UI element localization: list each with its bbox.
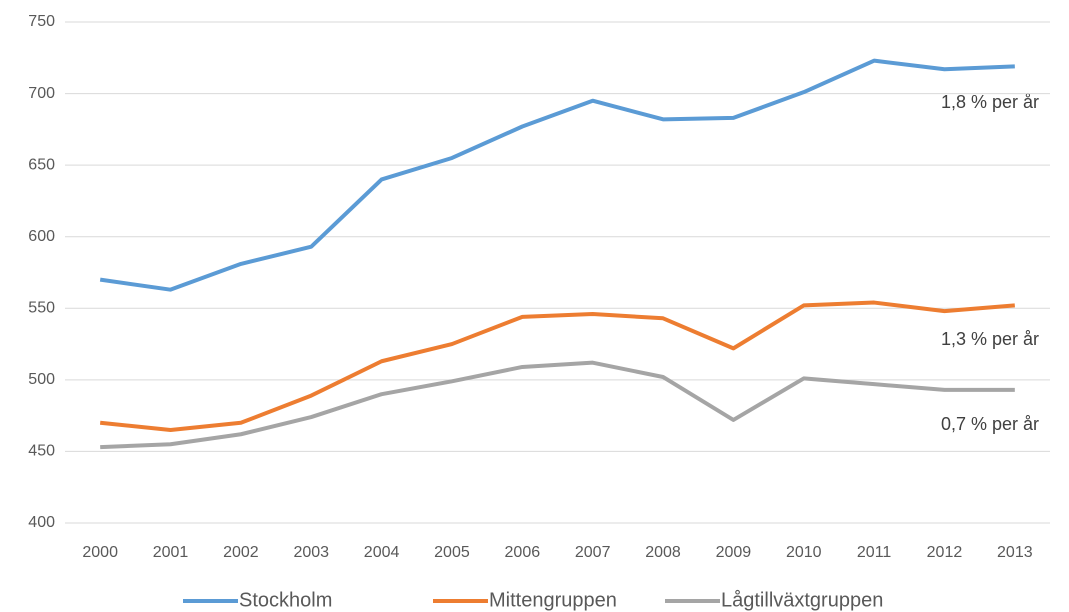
x-tick-label: 2011 (857, 544, 892, 561)
legend-label: Lågtillväxtgruppen (721, 589, 883, 611)
x-tick-label: 2010 (786, 544, 822, 561)
y-tick-label: 450 (28, 443, 55, 460)
y-tick-label: 550 (28, 300, 55, 317)
x-tick-label: 2002 (223, 544, 259, 561)
x-tick-label: 2013 (997, 544, 1033, 561)
x-tick-label: 2007 (575, 544, 611, 561)
x-tick-label: 2009 (716, 544, 752, 561)
x-tick-label: 2006 (505, 544, 541, 561)
series-line (99, 58, 1015, 292)
annotation: 1,8 % per år (941, 92, 1039, 112)
y-tick-label: 650 (28, 156, 55, 173)
x-tick-label: 2005 (434, 544, 470, 561)
x-tick-label: 2001 (153, 544, 189, 561)
legend-label: Mittengruppen (489, 589, 617, 611)
x-tick-label: 2012 (927, 544, 963, 561)
x-tick-label: 2003 (293, 544, 329, 561)
y-tick-label: 750 (28, 13, 55, 30)
y-tick-label: 500 (28, 371, 55, 388)
x-tick-label: 2008 (645, 544, 681, 561)
y-tick-label: 600 (28, 228, 55, 245)
y-tick-label: 400 (28, 514, 55, 531)
x-tick-label: 2004 (364, 544, 400, 561)
y-tick-label: 700 (28, 85, 55, 102)
annotation: 1,3 % per år (941, 329, 1039, 349)
series-line (100, 360, 1015, 450)
series-line (99, 300, 1015, 432)
legend-label: Stockholm (239, 589, 332, 611)
annotation: 0,7 % per år (941, 414, 1039, 434)
x-tick-label: 2000 (82, 544, 118, 561)
